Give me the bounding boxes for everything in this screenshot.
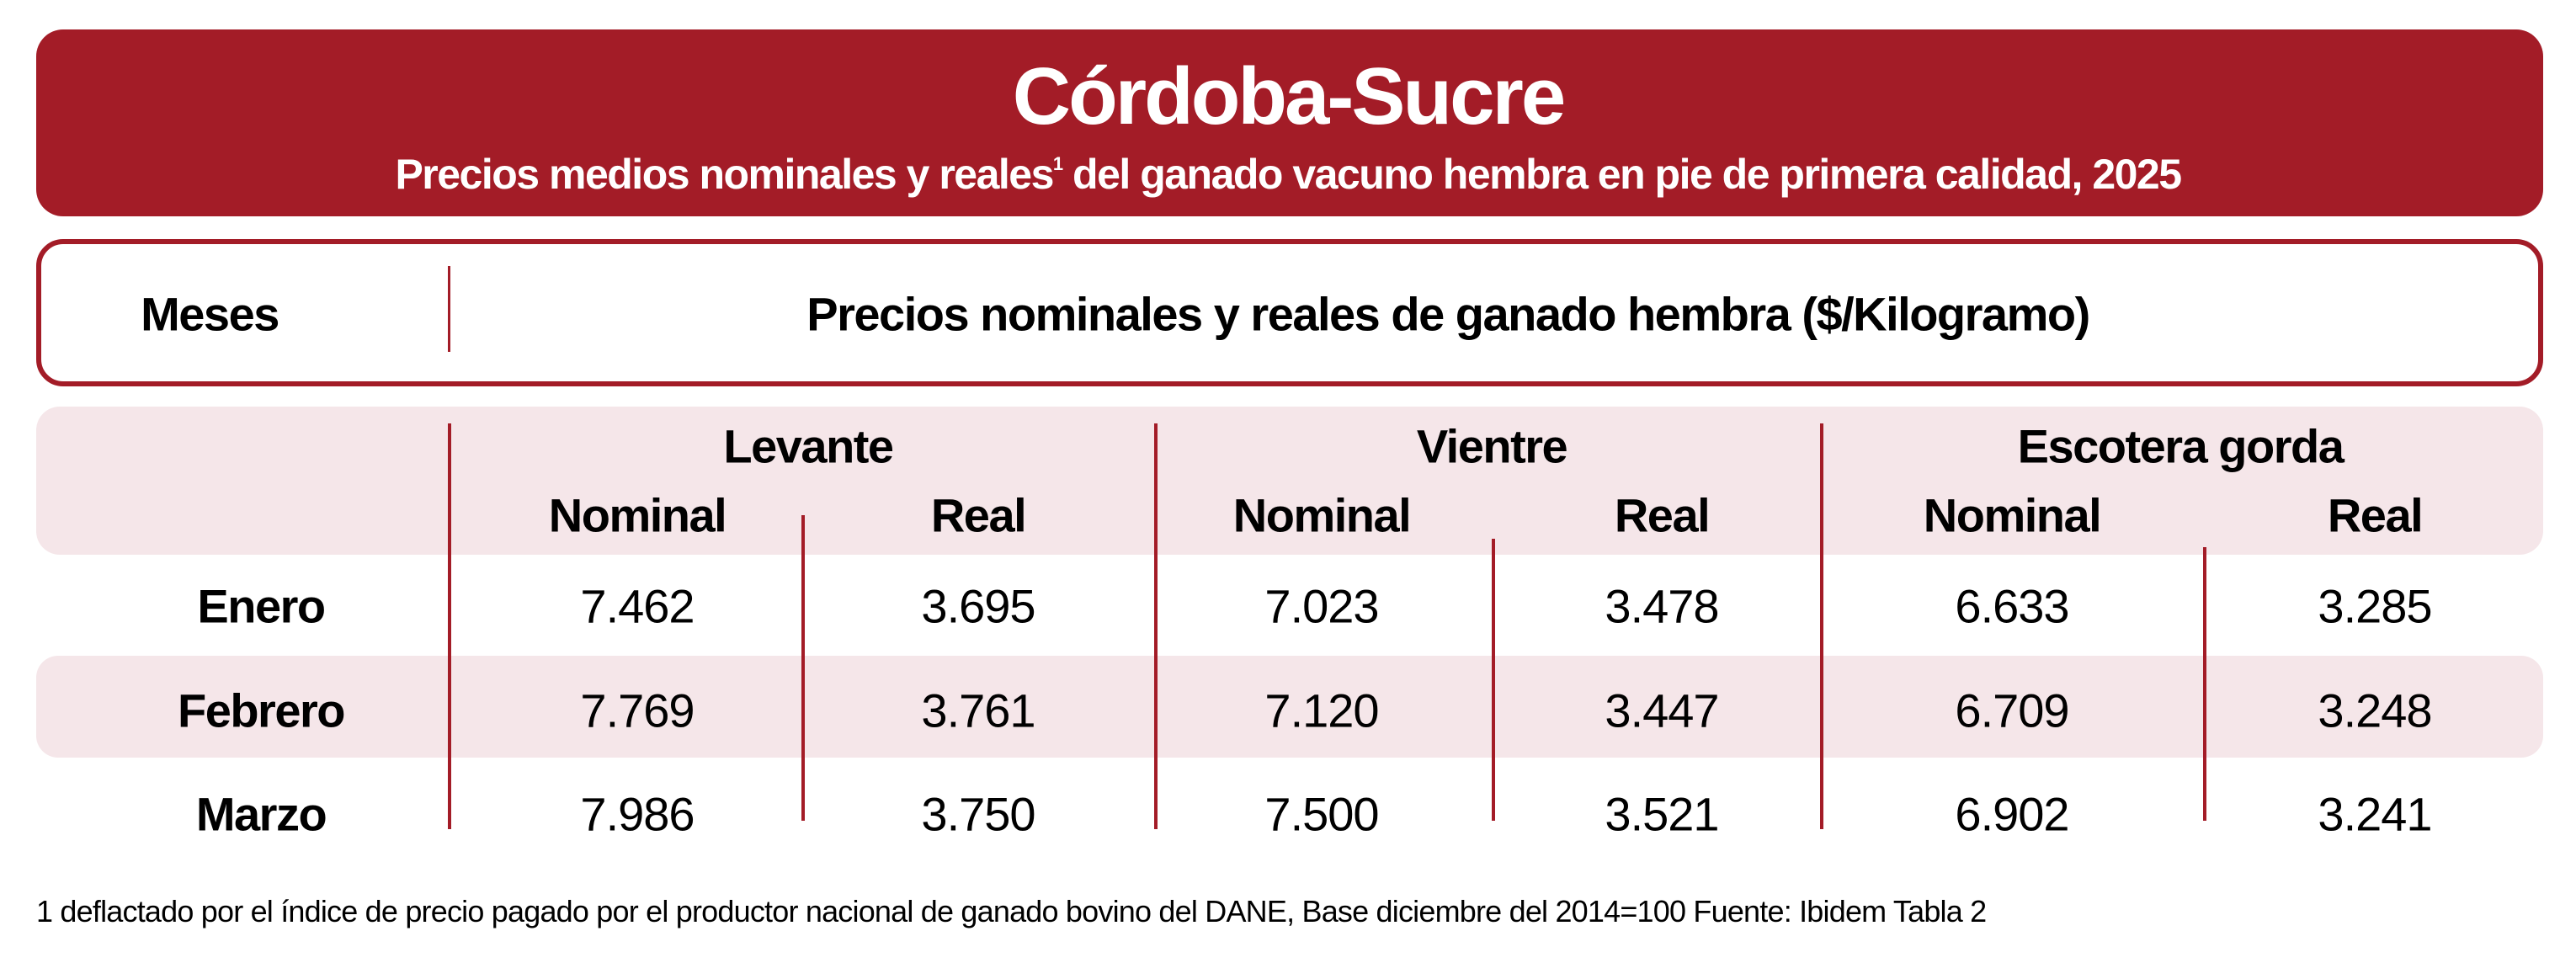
table-cell: 3.248 <box>2318 684 2432 737</box>
table-cell: 7.462 <box>580 579 695 633</box>
divider <box>1820 423 1823 829</box>
row-month: Enero <box>197 579 326 633</box>
prices-header: Precios nominales y reales de ganado hem… <box>806 287 2090 341</box>
subheader-nominal: Nominal <box>1923 488 2102 542</box>
table-cell: 7.986 <box>580 787 695 841</box>
footnote-marker: 1 <box>1052 153 1063 174</box>
subheader-real: Real <box>1614 488 1711 542</box>
subheader-real: Real <box>2327 488 2424 542</box>
table-cell: 7.769 <box>580 684 695 737</box>
title-banner <box>36 29 2543 216</box>
table-cell: 3.521 <box>1605 787 1719 841</box>
page-title: Córdoba-Sucre <box>1012 51 1566 141</box>
subtitle-text: Precios medios nominales y reales <box>395 151 1054 198</box>
table-cell: 3.478 <box>1605 579 1719 633</box>
row-band-febrero <box>36 656 2543 758</box>
table-cell: 3.447 <box>1605 684 1719 737</box>
group-header-band <box>36 407 2543 555</box>
table-cell: 6.902 <box>1955 787 2069 841</box>
table-cell: 3.750 <box>921 787 1035 841</box>
group-vientre: Vientre <box>1416 419 1568 473</box>
table-cell: 3.695 <box>921 579 1035 633</box>
divider <box>2203 547 2206 821</box>
row-month: Marzo <box>195 787 327 841</box>
column-header-box <box>36 239 2543 386</box>
divider <box>1492 539 1495 821</box>
table-cell: 7.023 <box>1264 579 1379 633</box>
group-levante: Levante <box>723 419 894 473</box>
table-cell: 6.709 <box>1955 684 2069 737</box>
table-cell: 3.761 <box>921 684 1035 737</box>
subtitle-text-rest: del ganado vacuno hembra en pie de prime… <box>1062 151 2182 198</box>
group-escotera-gorda: Escotera gorda <box>2017 419 2344 473</box>
months-header: Meses <box>141 287 279 341</box>
row-month: Febrero <box>178 684 346 737</box>
divider <box>1154 423 1158 829</box>
table-cell: 6.633 <box>1955 579 2069 633</box>
page-subtitle: Precios medios nominales y reales1 del g… <box>395 150 2182 199</box>
divider <box>448 423 451 829</box>
table-cell: 7.500 <box>1264 787 1379 841</box>
subheader-nominal: Nominal <box>1232 488 1412 542</box>
subheader-nominal: Nominal <box>548 488 727 542</box>
subheader-real: Real <box>930 488 1027 542</box>
table-cell: 3.285 <box>2318 579 2432 633</box>
divider <box>801 515 805 821</box>
footnote: 1 deflactado por el índice de precio pag… <box>36 894 1987 928</box>
table-cell: 7.120 <box>1264 684 1379 737</box>
table-cell: 3.241 <box>2318 787 2432 841</box>
divider <box>448 266 450 352</box>
